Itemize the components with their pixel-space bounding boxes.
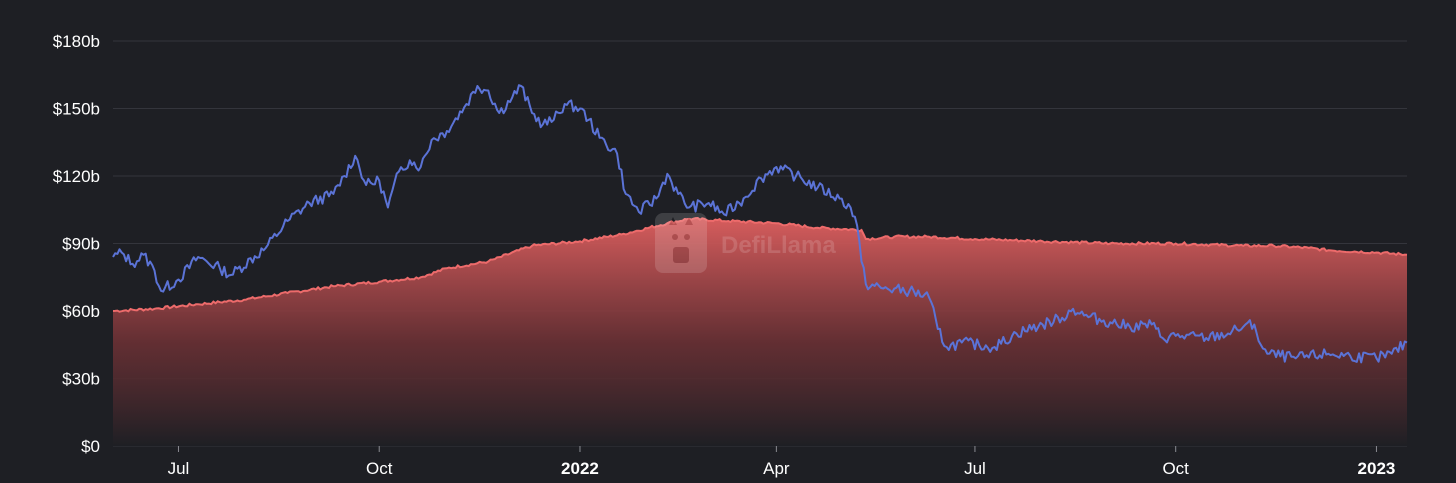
- x-tick-label: Oct: [1162, 459, 1189, 478]
- tvl-area-series: [112, 216, 1408, 446]
- x-tick-label: 2022: [561, 459, 599, 478]
- llama-logo-icon: [655, 213, 707, 273]
- x-tick-label: Apr: [763, 459, 790, 478]
- y-tick-label: $150b: [53, 100, 100, 119]
- y-tick-label: $60b: [62, 302, 100, 321]
- y-tick-label: $90b: [62, 235, 100, 254]
- watermark: DefiLlama: [655, 213, 836, 273]
- y-tick-label: $120b: [53, 167, 100, 186]
- y-tick-label: $0: [81, 437, 100, 456]
- tvl-area-fill: [113, 218, 1407, 446]
- y-tick-label: $30b: [62, 370, 100, 389]
- x-tick-label: 2023: [1358, 459, 1396, 478]
- x-tick-label: Jul: [964, 459, 986, 478]
- x-axis-ticks: Jul Oct 2022 Apr Jul Oct 2023: [168, 446, 1396, 478]
- price-line-series: [112, 84, 1408, 364]
- x-tick-label: Oct: [366, 459, 393, 478]
- tvl-line: [112, 216, 1408, 313]
- x-tick-label: Jul: [168, 459, 190, 478]
- y-axis-ticks: $0 $30b $60b $90b $120b $150b $180b: [53, 32, 100, 456]
- price-line: [112, 84, 1408, 364]
- watermark-text: DefiLlama: [721, 232, 836, 259]
- y-tick-label: $180b: [53, 32, 100, 51]
